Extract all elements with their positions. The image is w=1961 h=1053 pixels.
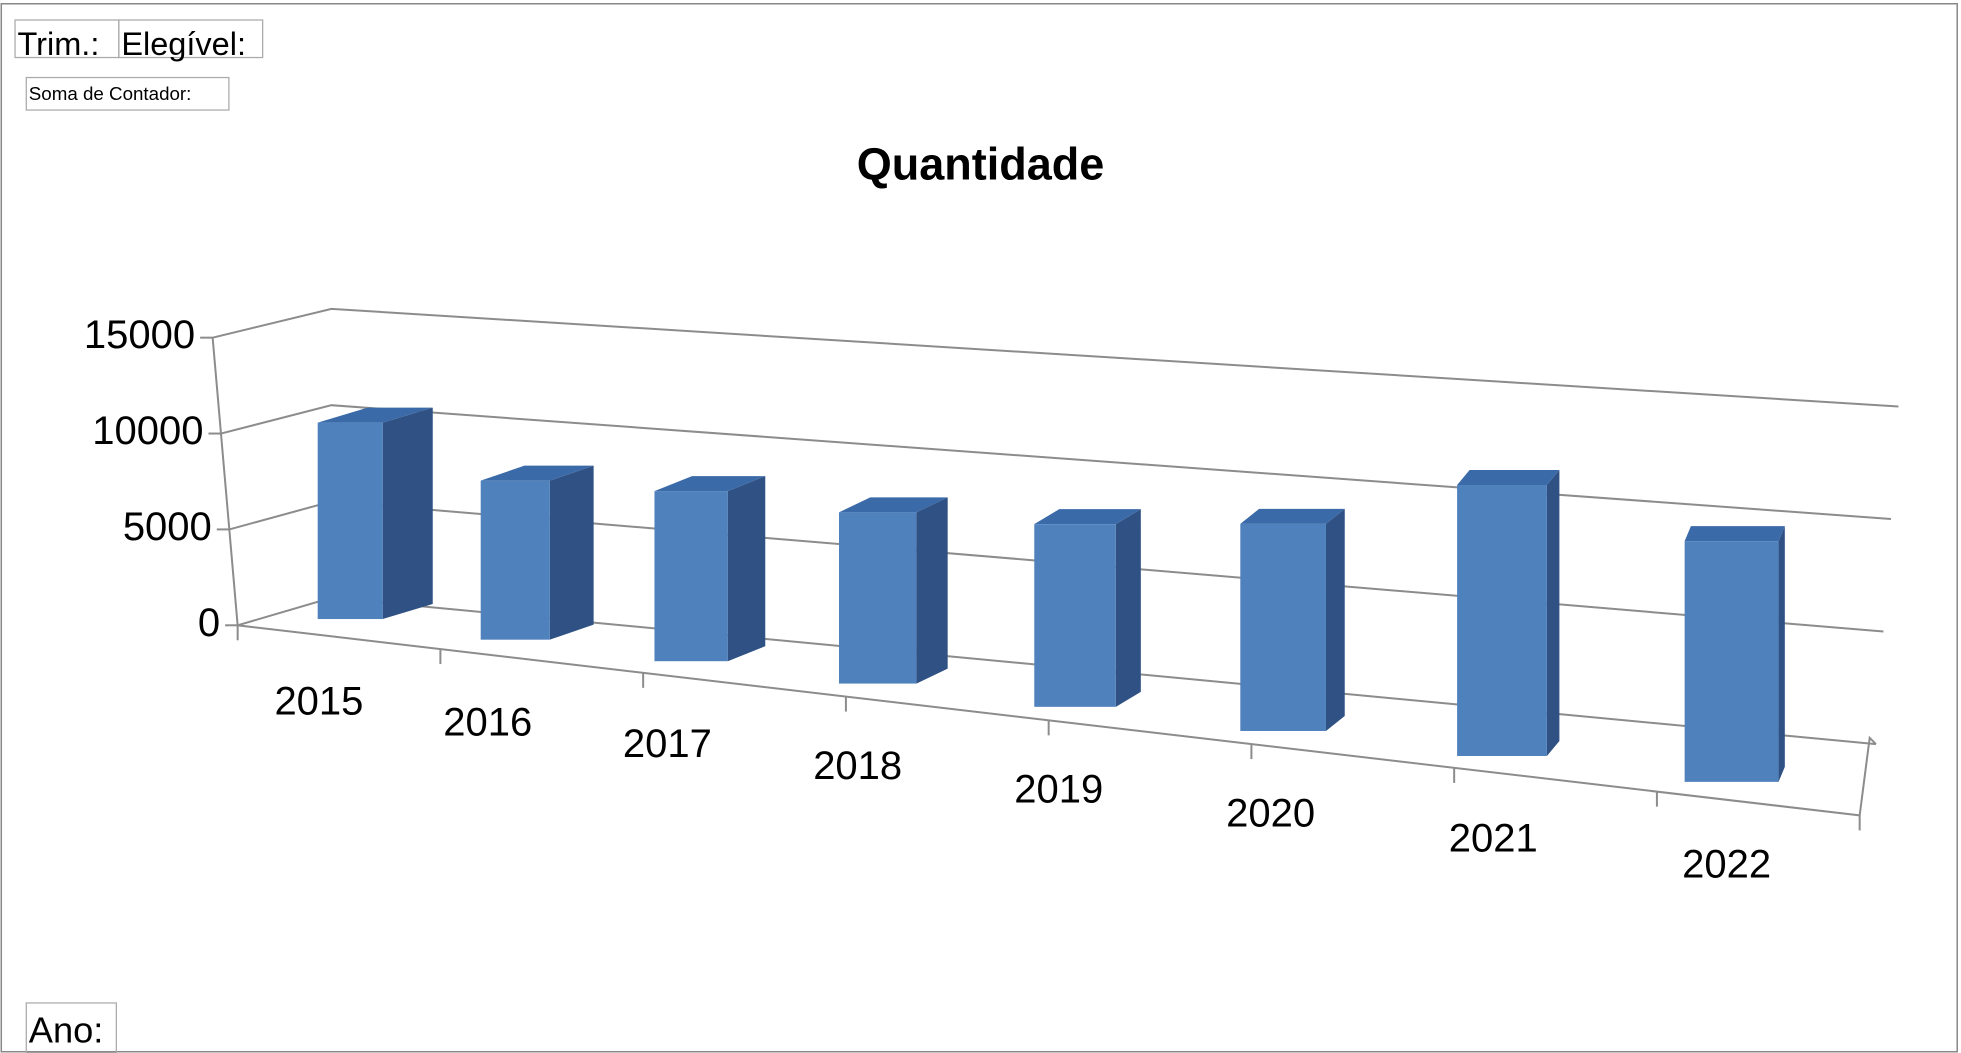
bar-top: [1034, 509, 1141, 525]
filter-field[interactable]: Trim.:: [18, 26, 100, 62]
field-button[interactable]: [25, 1002, 117, 1053]
field-button[interactable]: [25, 76, 230, 111]
bar-top: [317, 407, 433, 423]
bar: [480, 480, 550, 640]
x-tick-label: 2015: [274, 680, 363, 724]
bar: [1457, 484, 1547, 756]
bar-top: [654, 476, 766, 492]
bar: [1034, 524, 1116, 707]
bar-top: [838, 497, 948, 513]
bar-top: [1457, 469, 1560, 485]
bar-top: [1240, 508, 1345, 524]
x-tick-label: 2018: [813, 744, 902, 788]
bar: [1240, 523, 1326, 731]
bar-side: [382, 407, 433, 620]
bar: [317, 422, 383, 620]
x-tick-label: 2022: [1682, 842, 1771, 886]
y-tick-label: 5000: [123, 505, 212, 549]
bar-side: [727, 476, 766, 662]
x-tick-label: 2016: [443, 700, 532, 744]
bar: [838, 512, 917, 684]
bar-top: [480, 465, 594, 481]
y-tick-label: 15000: [84, 313, 195, 357]
x-tick-label: 2017: [623, 722, 712, 766]
grid-line: [220, 404, 1892, 520]
bar-side: [1778, 526, 1785, 782]
y-tick-label: 10000: [92, 409, 203, 453]
axis-field[interactable]: Ano:: [29, 1010, 104, 1051]
bar-side: [916, 497, 948, 684]
x-tick-label: 2020: [1226, 792, 1315, 836]
bar: [654, 491, 728, 662]
bar-side: [1115, 509, 1141, 707]
filter-field[interactable]: Elegível:: [121, 26, 246, 62]
x-tick-label: 2021: [1449, 817, 1538, 861]
grid-line: [212, 307, 1899, 408]
bar-side: [1325, 508, 1345, 731]
bar: [1684, 541, 1779, 782]
chart-title: Quantidade: [857, 138, 1105, 189]
field-button[interactable]: [118, 19, 264, 59]
value-field[interactable]: Soma de Contador:: [29, 83, 192, 104]
x-tick-label: 2019: [1014, 767, 1103, 811]
y-tick-label: 0: [198, 601, 220, 645]
bar-top: [1684, 526, 1785, 542]
bar-side: [549, 465, 594, 640]
bar-side: [1546, 469, 1560, 756]
